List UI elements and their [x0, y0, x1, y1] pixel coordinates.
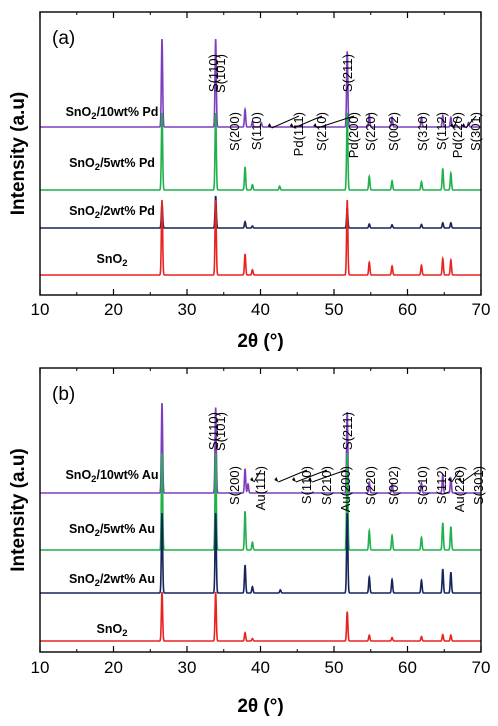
peak-arrow-head: [450, 123, 455, 128]
peak-label: S(220): [363, 466, 378, 505]
x-tick-label: 10: [31, 300, 50, 319]
peak-arrow-head: [267, 123, 272, 128]
peak-label: Pd(200): [346, 112, 361, 158]
series-line-sno2-5wt-au: [40, 452, 481, 551]
series-label: SnO2/5wt% Pd: [69, 156, 155, 173]
peak-arrow-head: [291, 477, 296, 482]
series-label: SnO2/10wt% Au: [65, 468, 158, 485]
x-tick-label: 70: [472, 300, 491, 319]
x-axis-label: 2θ (°): [237, 331, 283, 352]
x-tick-label: 60: [398, 300, 417, 319]
x-tick-label: 20: [104, 300, 123, 319]
peak-label: S(200): [227, 466, 242, 505]
peak-label: S(110): [206, 412, 221, 450]
peak-arrow: [465, 115, 477, 129]
panel-label: (a): [52, 28, 75, 49]
series-label: SnO2/2wt% Pd: [69, 204, 155, 221]
x-tick-label: 20: [104, 658, 123, 677]
y-axis-label: Intensity (a.u): [8, 448, 29, 572]
peak-arrow-head: [274, 477, 279, 482]
x-tick-label: 60: [398, 658, 417, 677]
peak-label: S(112): [434, 466, 449, 504]
peak-label: S(310): [415, 466, 430, 505]
peak-label: S(002): [386, 112, 401, 151]
series-line-sno2-2wt-pd: [40, 195, 481, 229]
peak-arrow: [317, 115, 355, 129]
peak-label: S(220): [363, 112, 378, 151]
peak-arrow-head: [289, 123, 294, 128]
peak-label: S(110): [249, 112, 264, 150]
x-tick-label: 40: [251, 300, 270, 319]
peak-arrow-head: [313, 123, 318, 128]
peak-arrow-head: [458, 477, 463, 482]
peak-arrow-head: [250, 477, 255, 482]
series-label: SnO2/2wt% Au: [69, 572, 155, 589]
series-label: SnO2: [97, 622, 128, 639]
chart-panel-a: SnO2/10wt% Pd SnO2/5wt% Pd SnO2/2wt% Pd SnO…: [8, 11, 491, 352]
series-label: SnO2/10wt% Pd: [66, 105, 159, 122]
peak-arrow: [311, 469, 347, 483]
peak-label: S(112): [434, 112, 449, 150]
peak-label: Pd(111): [291, 112, 306, 156]
peak-label: S(301): [471, 466, 486, 505]
series-line-sno2-10wt-au: [40, 402, 481, 494]
series-line-sno2: [40, 199, 481, 276]
peak-label: S(211): [340, 54, 355, 92]
x-tick-label: 50: [325, 658, 344, 677]
panel-label: (b): [52, 384, 75, 405]
peak-arrow: [451, 469, 461, 483]
peak-label: S(101): [213, 412, 228, 451]
peak-arrow: [295, 469, 328, 483]
peak-label: Pd(220): [450, 112, 465, 158]
peak-label: S(101): [213, 54, 228, 93]
peak-arrow-head: [447, 477, 452, 482]
peak-arrow: [461, 469, 480, 483]
x-tick-label: 50: [325, 300, 344, 319]
series-line-sno2-2wt-au: [40, 512, 481, 594]
x-axis-label: 2θ (°): [237, 696, 283, 717]
series-label: SnO2/5wt% Au: [69, 522, 155, 539]
peak-label: S(002): [386, 466, 401, 505]
peak-arrow: [253, 469, 262, 483]
series-line-sno2-5wt-pd: [40, 112, 481, 191]
x-tick-label: 10: [31, 658, 50, 677]
y-axis-label: Intensity (a.u): [8, 92, 29, 216]
peak-label: S(310): [415, 112, 430, 151]
peak-arrow-head: [461, 123, 466, 128]
peak-label: S(110): [299, 466, 314, 504]
series-label: SnO2: [97, 252, 128, 269]
peak-label: S(200): [227, 112, 242, 151]
peak-arrow: [278, 469, 308, 483]
peak-label: Au(220): [452, 466, 467, 512]
x-tick-label: 70: [472, 658, 491, 677]
series-line-sno2: [40, 591, 481, 642]
series-line-sno2-10wt-pd: [40, 38, 481, 128]
peak-label: Au(111): [253, 466, 268, 510]
peak-label: Au(200): [338, 466, 353, 512]
peak-label: S(211): [340, 412, 355, 450]
peak-label: S(210): [314, 112, 329, 151]
peak-arrow: [271, 115, 300, 129]
peak-arrow: [453, 115, 459, 129]
peak-arrow-head: [308, 477, 313, 482]
peak-label: S(110): [206, 54, 221, 92]
x-tick-label: 30: [178, 300, 197, 319]
peak-arrow: [293, 115, 323, 129]
peak-label: S(301): [468, 112, 483, 151]
x-tick-label: 30: [178, 658, 197, 677]
chart-panel-b: SnO2/10wt% Au SnO2/5wt% Au SnO2/2wt% Au SnO…: [8, 367, 491, 717]
x-tick-label: 40: [251, 658, 270, 677]
